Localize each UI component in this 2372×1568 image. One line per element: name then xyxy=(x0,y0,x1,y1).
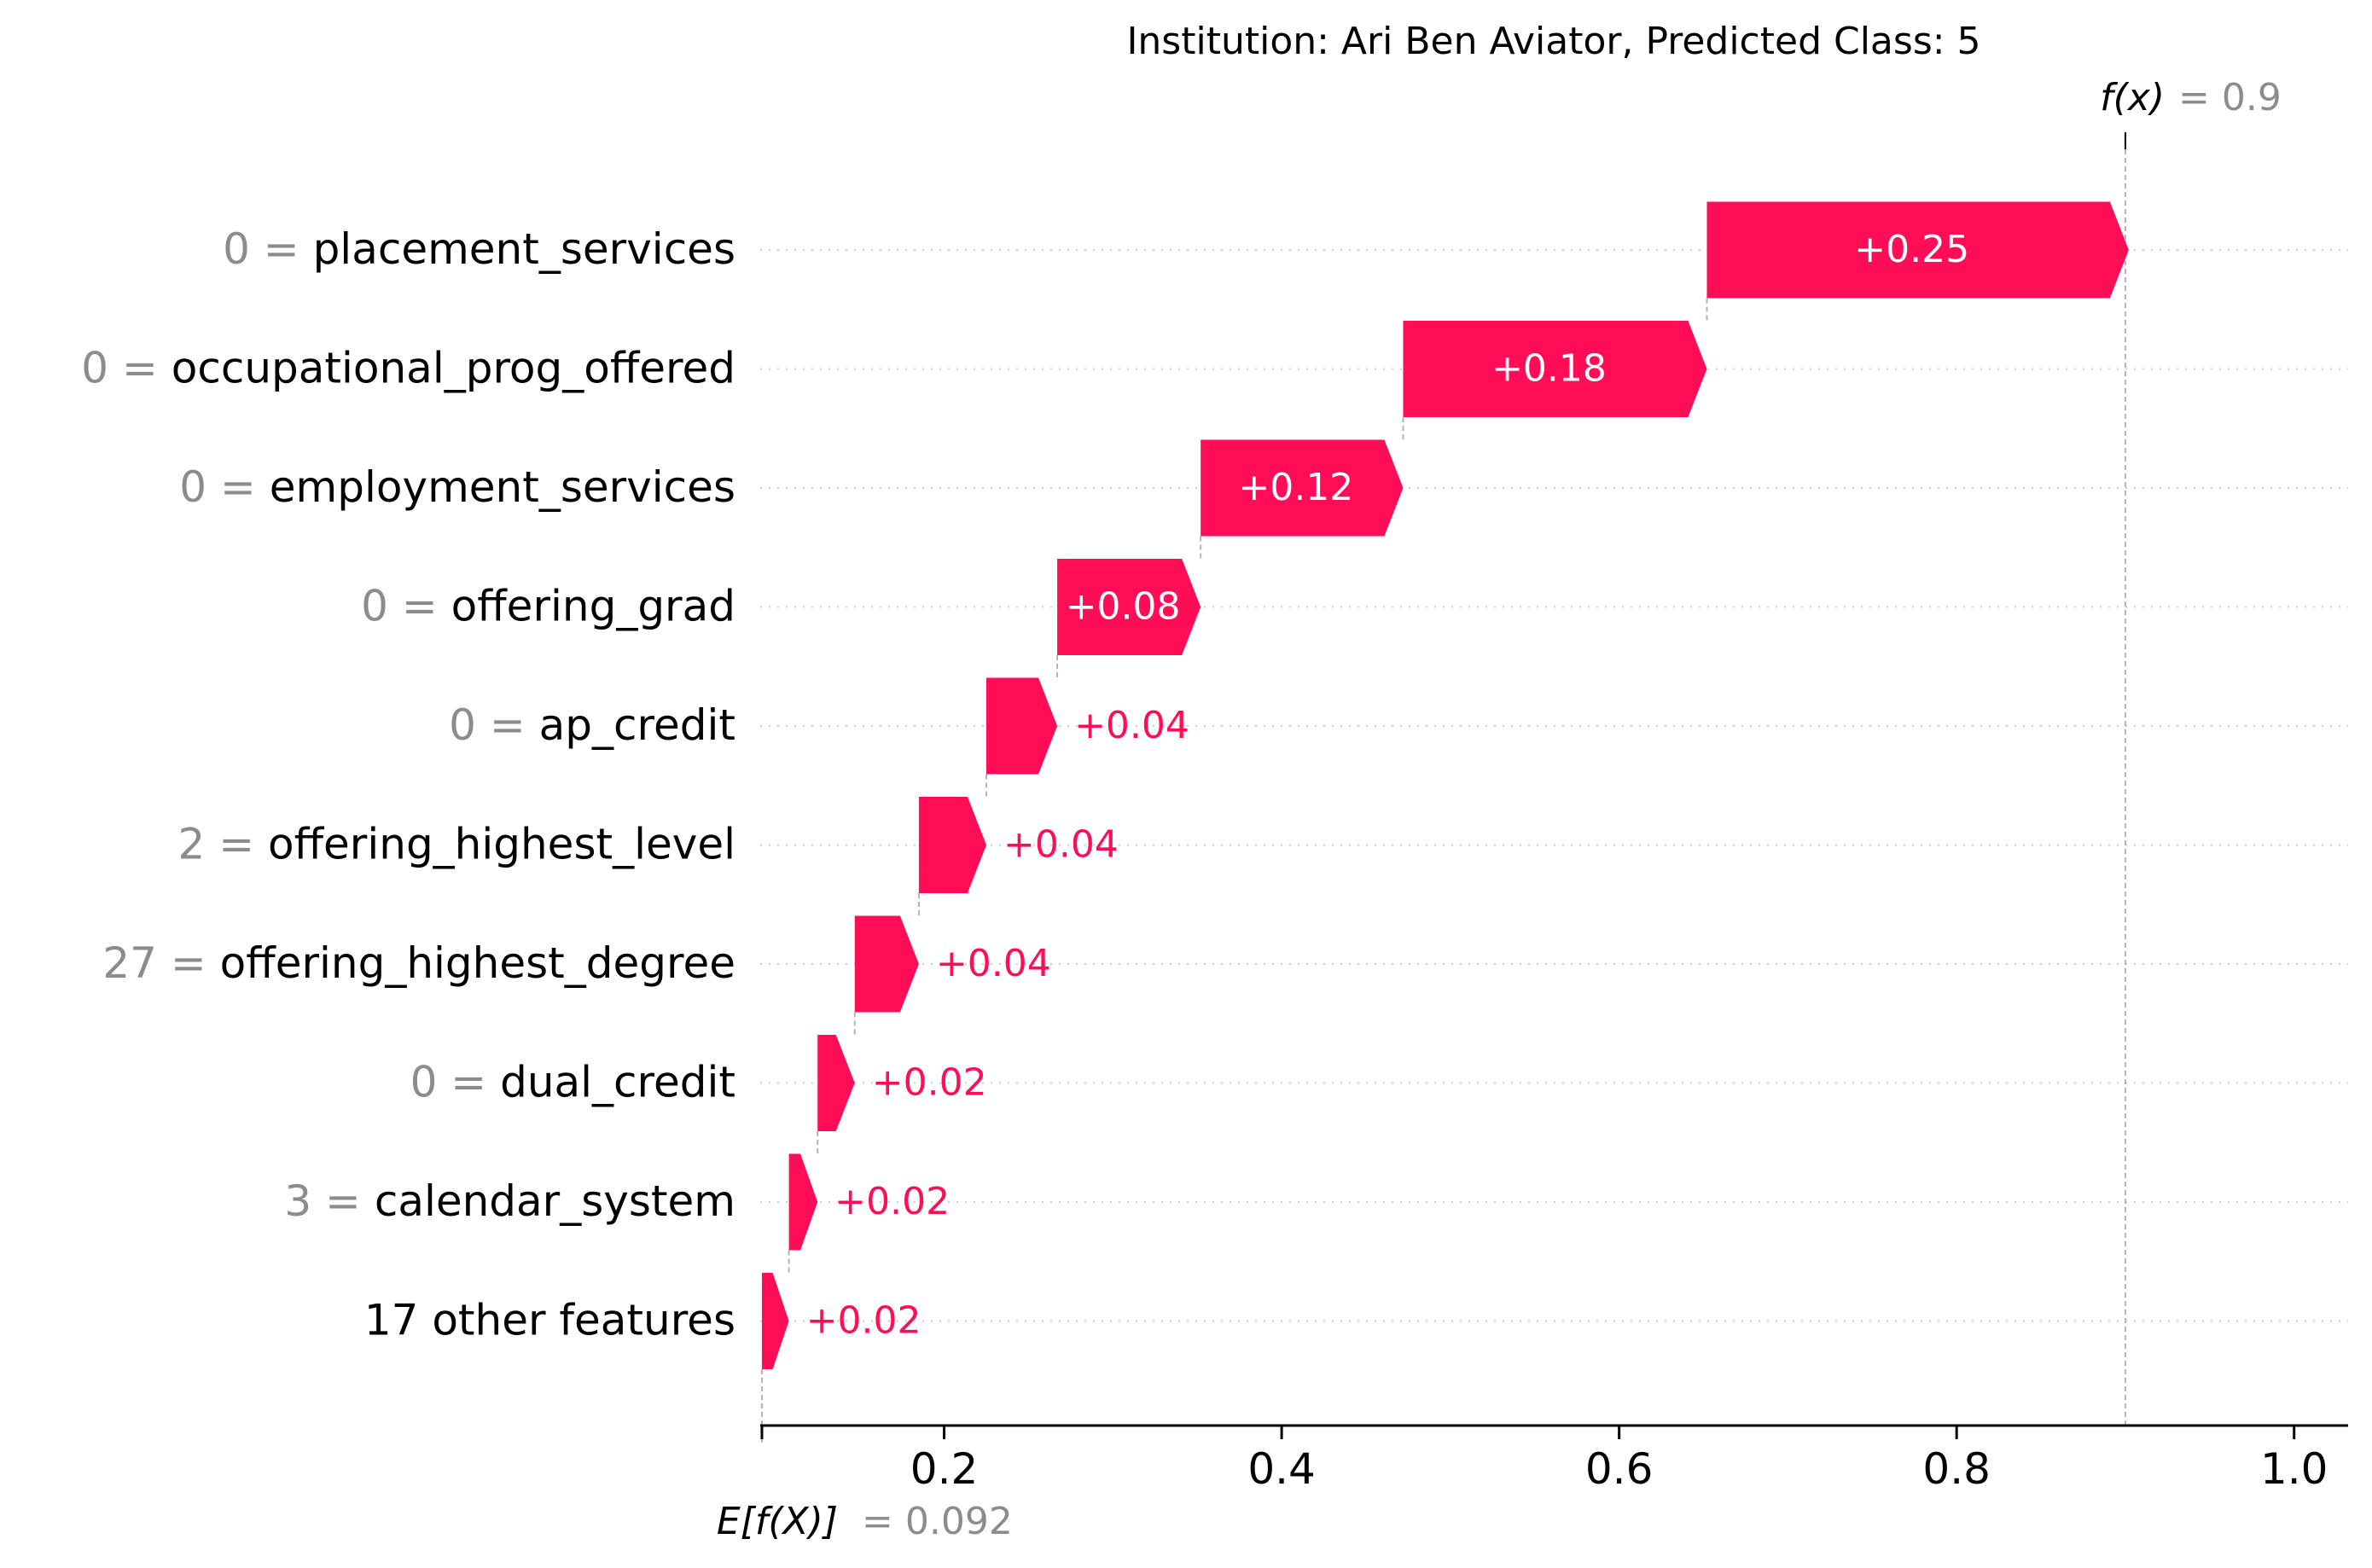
shap-value-label: +0.02 xyxy=(806,1299,921,1343)
shap-value-label: +0.04 xyxy=(1074,704,1189,747)
feature-label: 0 = placement_services xyxy=(223,224,735,274)
feature-value: 0 = xyxy=(179,462,270,512)
shap-value-label: +0.04 xyxy=(1003,823,1119,867)
chart-title: Institution: Ari Ben Aviator, Predicted … xyxy=(1126,20,1980,63)
grid-lines xyxy=(760,249,2348,1322)
efx-annotation: E[f(X)] = 0.092 xyxy=(717,1500,1013,1543)
feature-value: 27 = xyxy=(102,938,219,988)
shap-value-label: +0.02 xyxy=(834,1180,950,1223)
efx-label: E[f(X)] xyxy=(717,1500,838,1543)
feature-label: 0 = ap_credit xyxy=(449,700,735,750)
feature-label: 0 = offering_grad xyxy=(361,582,735,631)
bar-placement-services xyxy=(1706,201,2129,299)
bar-employment-services xyxy=(1201,439,1404,537)
feature-label: 3 = calendar_system xyxy=(284,1176,735,1226)
bar-ap-credit xyxy=(986,677,1058,775)
bar-calendar-system xyxy=(788,1153,818,1251)
feature-label: 0 = occupational_prog_offered xyxy=(81,344,735,393)
feature-name: placement_services xyxy=(313,224,735,274)
feature-value: 3 = xyxy=(284,1176,375,1226)
feature-name: employment_services xyxy=(270,462,735,512)
shap-value-label: +0.08 xyxy=(1066,585,1181,629)
feature-label: 0 = employment_services xyxy=(179,462,735,512)
feature-name: occupational_prog_offered xyxy=(172,344,735,393)
feature-label: 2 = offering_highest_level xyxy=(178,820,736,869)
x-tick-label: 0.6 xyxy=(1585,1444,1654,1494)
shap-value-label: +0.18 xyxy=(1491,347,1607,391)
fx-annotation: f(x) = 0.9 xyxy=(2100,76,2282,119)
feature-value: 0 = xyxy=(223,224,313,274)
x-tick-label: 0.4 xyxy=(1247,1444,1316,1494)
feature-name: offering_grad xyxy=(451,582,735,631)
feature-label: 0 = dual_credit xyxy=(410,1058,735,1107)
feature-name: offering_highest_degree xyxy=(220,938,735,988)
shap-value-label: +0.04 xyxy=(936,942,1051,985)
shap-value-label: +0.12 xyxy=(1238,466,1353,509)
bar-offering-highest-degree xyxy=(854,915,919,1013)
feature-value: 0 = xyxy=(449,700,539,750)
feature-name: offering_highest_level xyxy=(268,820,735,869)
feature-name: calendar_system xyxy=(375,1176,735,1226)
bar-dual-credit xyxy=(817,1035,855,1131)
feature-value: 0 = xyxy=(81,344,172,393)
fx-value: = 0.9 xyxy=(2178,76,2282,119)
feature-value: 0 = xyxy=(361,582,451,631)
bar-offering-highest-level xyxy=(918,797,987,893)
bar-17-other-features xyxy=(761,1273,789,1369)
feature-name: ap_credit xyxy=(539,700,735,750)
feature-value: 0 = xyxy=(410,1058,501,1107)
feature-label: 27 = offering_highest_degree xyxy=(102,938,735,988)
bars: +0.25 +0.18 +0.12 +0.08 +0.04 +0.04 +0.04 +0.02… xyxy=(761,201,2129,1369)
feature-name: dual_credit xyxy=(500,1058,735,1107)
feature-name: 17 other features xyxy=(364,1296,735,1345)
feature-label: 17 other features xyxy=(364,1296,735,1345)
efx-value: = 0.092 xyxy=(862,1500,1013,1543)
x-tick-label: 1.0 xyxy=(2260,1444,2328,1494)
x-axis: 0.2 0.4 0.6 0.8 1.0 xyxy=(760,1424,2348,1494)
bar-offering-grad xyxy=(1057,559,1201,655)
feature-value: 2 = xyxy=(178,820,269,869)
shap-value-label: +0.02 xyxy=(872,1061,987,1105)
fx-label: f(x) xyxy=(2100,76,2165,119)
shap-value-label: +0.25 xyxy=(1854,228,1969,271)
x-tick-label: 0.2 xyxy=(910,1444,979,1494)
x-tick-label: 0.8 xyxy=(1922,1444,1991,1494)
bar-occupational-prog-offered xyxy=(1403,321,1707,417)
